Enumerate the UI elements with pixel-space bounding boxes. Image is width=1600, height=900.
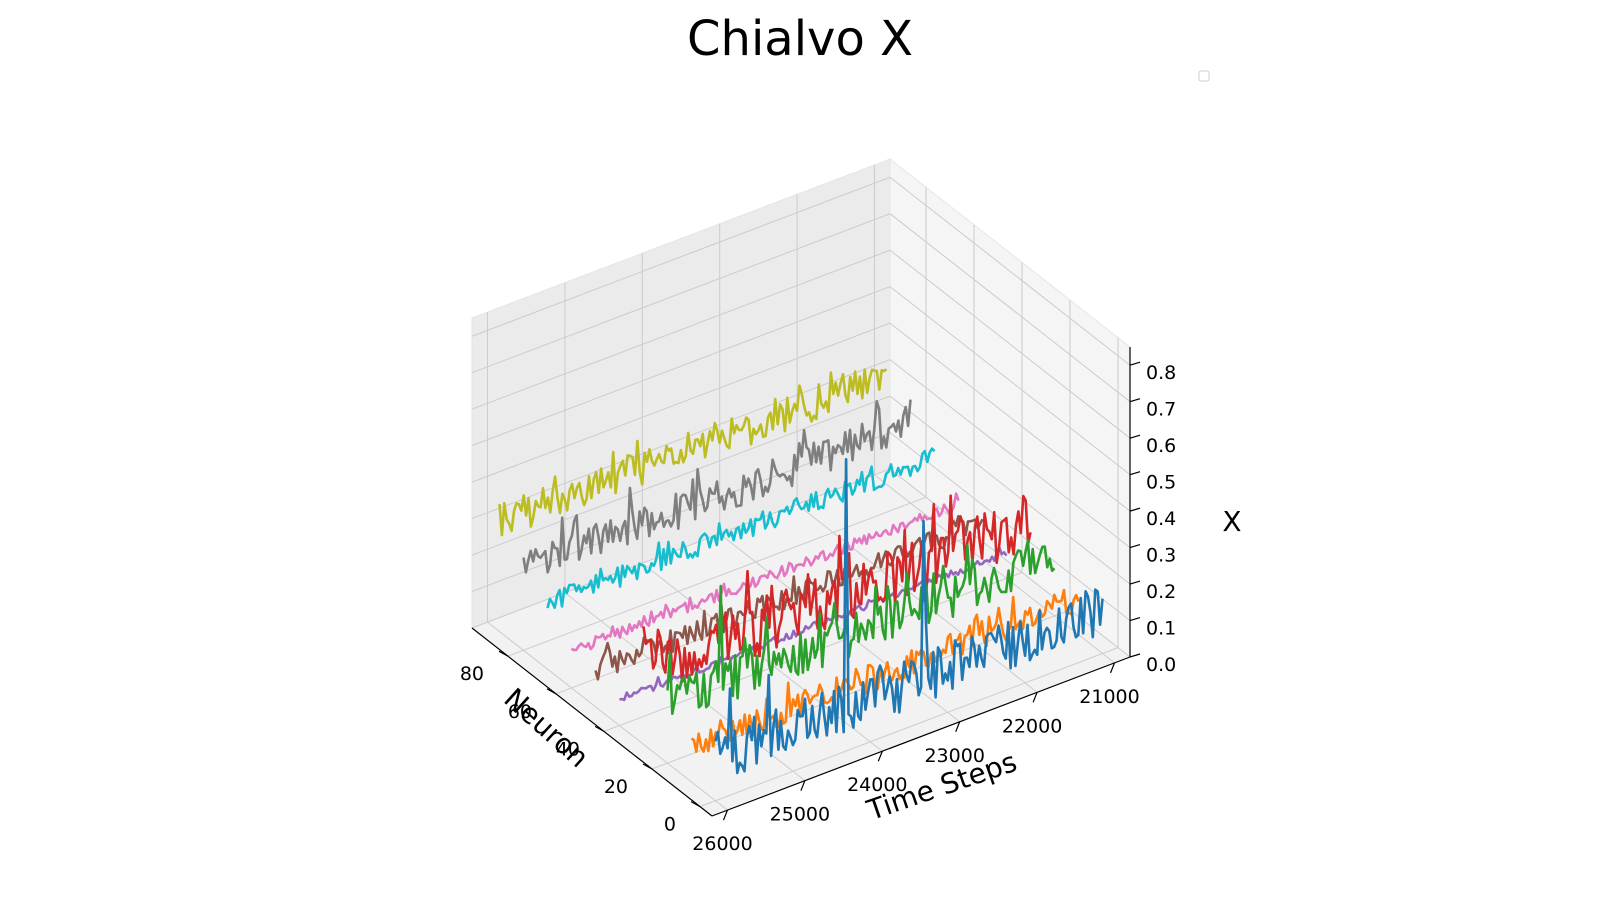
y-tick-mark [690, 801, 701, 808]
z-tick-mark [1129, 616, 1141, 622]
z-tick-mark [1129, 398, 1141, 403]
grid-line [889, 213, 1131, 403]
tick-labels: 21000 22000 23000 24000 25000 26000 0 20 40 60 80 0… [460, 361, 1176, 855]
series-line-neuron-80 [522, 399, 912, 574]
z-tick-mark [1129, 653, 1141, 658]
data-series [498, 368, 1104, 775]
series-line-neuron-10 [690, 588, 1080, 754]
z-tick-mark [1129, 580, 1141, 585]
grid-line [889, 322, 1131, 512]
x-tick-label: 22000 [1002, 715, 1062, 737]
z-tick-label: 0.4 [1146, 508, 1176, 530]
x-tick-mark [955, 721, 961, 733]
series-line-neuron-90 [498, 368, 888, 537]
z-tick-mark [1129, 471, 1141, 476]
x-tick-mark [1109, 662, 1116, 674]
x-tick-label: 26000 [692, 833, 752, 855]
grid-line [889, 359, 1131, 548]
x-tick-label: 23000 [924, 745, 984, 767]
grid-line [471, 395, 891, 556]
grid-line [471, 286, 891, 447]
y-axis-line [471, 627, 713, 817]
grid-line [889, 395, 1131, 585]
z-tick-mark [1129, 507, 1141, 512]
grid-line [471, 249, 891, 410]
grid-line [507, 496, 927, 657]
y-tick-label: 0 [664, 814, 676, 836]
x-tick-mark [1032, 692, 1038, 703]
y-tick-mark [642, 763, 653, 770]
grid-line [889, 468, 1131, 658]
z-tick-label: 0.6 [1146, 435, 1176, 457]
axis-lines [471, 347, 1131, 817]
grid-line [699, 647, 1119, 808]
series-line-neuron-70 [546, 447, 936, 610]
grid-line [889, 176, 1131, 366]
x-tick-mark [877, 750, 883, 762]
z-tick-label: 0.1 [1146, 618, 1176, 640]
grid-line [471, 213, 891, 374]
y-tick-label: 40 [556, 738, 580, 760]
z-tick-label: 0.8 [1146, 362, 1176, 384]
grid-line [796, 503, 1038, 693]
y-tick-mark [594, 725, 605, 732]
z-tick-mark [1129, 544, 1141, 549]
z-tick-label: 0.0 [1146, 654, 1176, 676]
z-tick-label: 0.2 [1146, 581, 1176, 603]
z-axis-label: X [1222, 505, 1241, 538]
x-tick-label: 25000 [770, 804, 830, 826]
z-tick-label: 0.5 [1146, 472, 1176, 494]
z-tick-label: 0.3 [1146, 545, 1176, 567]
z-tick-mark [1129, 361, 1141, 366]
legend-box [1198, 70, 1210, 82]
chart-title: Chialvo X [687, 11, 913, 67]
grid-line [471, 176, 891, 337]
series-line-neuron-0 [714, 457, 1104, 775]
x-tick-mark [800, 780, 806, 791]
x-tick-label: 24000 [847, 774, 907, 796]
grid-line [889, 249, 1131, 439]
grid-line [889, 286, 1131, 476]
grid-line [471, 322, 891, 483]
y-tick-label: 80 [460, 663, 484, 685]
series-line-neuron-20 [666, 539, 1056, 716]
x-tick-label: 21000 [1079, 686, 1139, 708]
grid-line [889, 432, 1131, 621]
z-tick-mark [1129, 434, 1141, 439]
grid-line [487, 621, 728, 811]
x-tick-mark [722, 809, 729, 821]
y-tick-mark [546, 688, 557, 695]
y-tick-label: 60 [508, 701, 532, 723]
series-line-neuron-60 [570, 492, 960, 652]
y-tick-label: 20 [604, 776, 628, 798]
x-axis-line [711, 656, 1131, 817]
y-tick-mark [498, 650, 509, 657]
z-tick-label: 0.7 [1146, 399, 1176, 421]
